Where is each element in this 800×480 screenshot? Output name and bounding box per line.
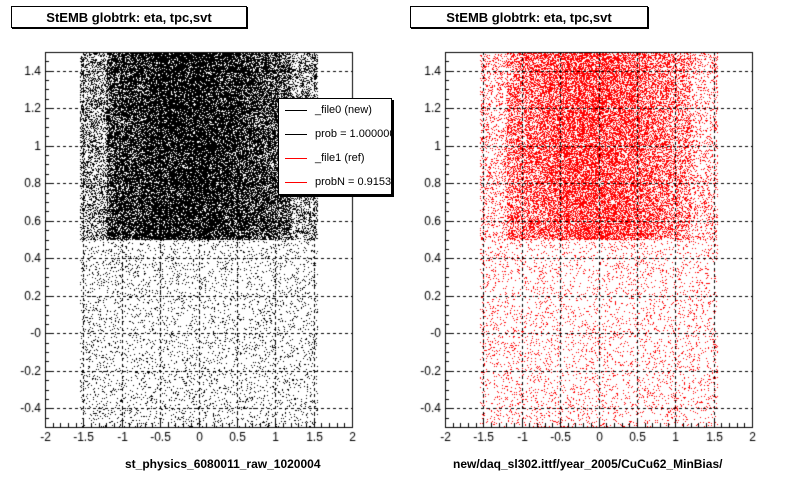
legend-line-marker	[285, 134, 307, 135]
legend-line-marker	[285, 110, 307, 111]
legend-label: _file0 (new)	[315, 104, 372, 116]
right-plot-title: StEMB globtrk: eta, tpc,svt	[410, 6, 648, 28]
legend-label: _file1 (ref)	[315, 152, 365, 164]
legend-label: prob = 1.000000	[315, 128, 392, 140]
legend-label: probN = 0.915300	[315, 176, 392, 188]
legend-entry: _file0 (new)	[279, 99, 391, 123]
legend-entry: _file1 (ref)	[279, 147, 391, 171]
legend-line-marker	[285, 158, 307, 159]
left-plot-title: StEMB globtrk: eta, tpc,svt	[11, 6, 247, 28]
left-plot-legend: _file0 (new) prob = 1.000000 _file1 (ref…	[278, 98, 392, 195]
legend-line-marker	[285, 182, 307, 183]
left-plot-xlabel: st_physics_6080011_raw_1020004	[125, 457, 321, 471]
legend-entry: prob = 1.000000	[279, 123, 392, 147]
right-plot-xlabel: new/daq_sl302.ittf/year_2005/CuCu62_MinB…	[453, 457, 723, 471]
legend-entry: probN = 0.915300	[279, 171, 392, 194]
